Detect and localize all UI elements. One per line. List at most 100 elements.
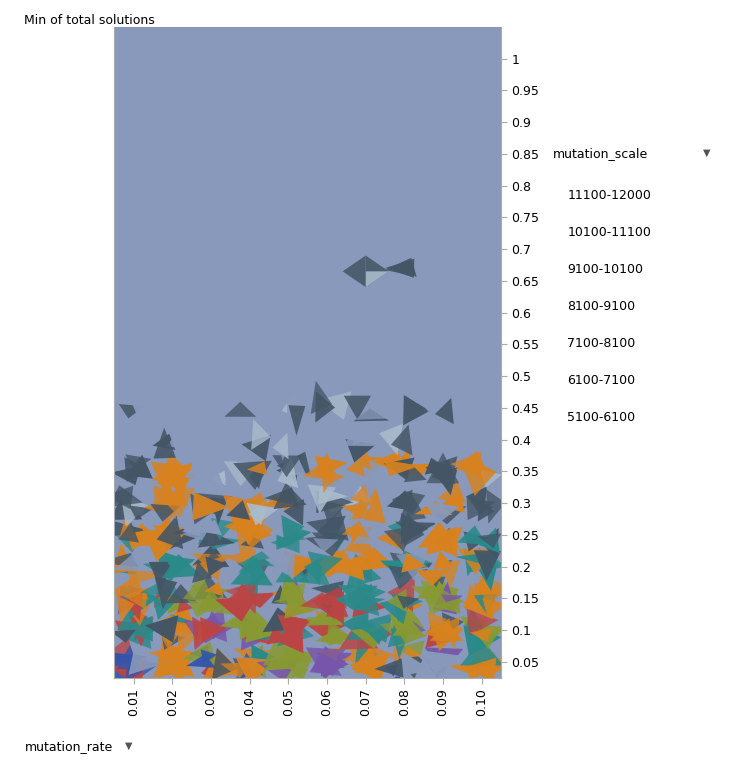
Polygon shape bbox=[316, 490, 354, 514]
Polygon shape bbox=[478, 499, 495, 521]
Polygon shape bbox=[457, 525, 487, 545]
Polygon shape bbox=[252, 625, 271, 641]
Polygon shape bbox=[198, 390, 233, 407]
Polygon shape bbox=[352, 524, 381, 544]
Polygon shape bbox=[424, 618, 455, 642]
Polygon shape bbox=[110, 658, 148, 687]
Polygon shape bbox=[427, 536, 459, 553]
Polygon shape bbox=[233, 460, 272, 490]
Polygon shape bbox=[207, 619, 226, 639]
Polygon shape bbox=[190, 645, 209, 661]
Polygon shape bbox=[212, 648, 238, 679]
Polygon shape bbox=[467, 496, 494, 520]
Polygon shape bbox=[192, 561, 212, 583]
Polygon shape bbox=[377, 526, 403, 551]
Polygon shape bbox=[192, 492, 228, 521]
Polygon shape bbox=[321, 498, 360, 513]
Polygon shape bbox=[315, 611, 340, 643]
Polygon shape bbox=[119, 404, 144, 418]
Polygon shape bbox=[98, 553, 139, 567]
Polygon shape bbox=[118, 586, 142, 614]
Polygon shape bbox=[124, 526, 157, 551]
Text: mutation_rate: mutation_rate bbox=[25, 740, 113, 752]
Polygon shape bbox=[204, 581, 223, 596]
Polygon shape bbox=[220, 608, 262, 631]
Text: 10100-11100: 10100-11100 bbox=[567, 226, 652, 239]
Polygon shape bbox=[450, 452, 481, 477]
Polygon shape bbox=[106, 576, 149, 600]
Polygon shape bbox=[276, 583, 306, 610]
Polygon shape bbox=[237, 584, 257, 614]
Polygon shape bbox=[343, 396, 371, 420]
Polygon shape bbox=[246, 517, 273, 550]
Polygon shape bbox=[234, 648, 272, 662]
Polygon shape bbox=[422, 555, 458, 578]
Polygon shape bbox=[249, 556, 268, 582]
Polygon shape bbox=[128, 641, 164, 675]
Polygon shape bbox=[307, 484, 336, 514]
Polygon shape bbox=[480, 576, 511, 607]
Polygon shape bbox=[127, 567, 164, 585]
Polygon shape bbox=[224, 402, 256, 417]
Polygon shape bbox=[276, 556, 310, 582]
Polygon shape bbox=[397, 550, 437, 574]
Polygon shape bbox=[198, 591, 224, 612]
Polygon shape bbox=[392, 490, 413, 514]
Polygon shape bbox=[158, 463, 192, 497]
Polygon shape bbox=[355, 637, 379, 666]
Polygon shape bbox=[424, 527, 457, 557]
Polygon shape bbox=[269, 521, 308, 544]
Polygon shape bbox=[192, 608, 227, 642]
Polygon shape bbox=[398, 598, 417, 614]
Polygon shape bbox=[267, 627, 304, 644]
Polygon shape bbox=[154, 588, 184, 608]
Polygon shape bbox=[464, 578, 497, 605]
Polygon shape bbox=[352, 411, 383, 445]
Polygon shape bbox=[231, 557, 273, 585]
Polygon shape bbox=[125, 653, 143, 681]
Polygon shape bbox=[287, 383, 318, 416]
Polygon shape bbox=[481, 528, 499, 561]
Polygon shape bbox=[315, 631, 346, 646]
Polygon shape bbox=[305, 615, 348, 646]
Polygon shape bbox=[158, 558, 179, 579]
Polygon shape bbox=[440, 490, 465, 513]
Polygon shape bbox=[163, 620, 188, 635]
Polygon shape bbox=[203, 648, 244, 679]
Polygon shape bbox=[429, 644, 461, 675]
Polygon shape bbox=[166, 404, 194, 428]
Polygon shape bbox=[224, 461, 261, 487]
Polygon shape bbox=[478, 533, 502, 548]
Text: ▼: ▼ bbox=[703, 149, 711, 158]
Polygon shape bbox=[356, 403, 397, 420]
Polygon shape bbox=[310, 651, 345, 672]
Polygon shape bbox=[284, 592, 319, 619]
Polygon shape bbox=[272, 455, 301, 477]
Polygon shape bbox=[460, 638, 503, 665]
Polygon shape bbox=[341, 609, 368, 641]
Polygon shape bbox=[124, 523, 164, 547]
Polygon shape bbox=[170, 485, 188, 508]
Polygon shape bbox=[418, 521, 459, 547]
Polygon shape bbox=[104, 637, 135, 665]
Polygon shape bbox=[251, 644, 274, 671]
Polygon shape bbox=[277, 613, 314, 647]
Polygon shape bbox=[194, 622, 234, 643]
Polygon shape bbox=[151, 405, 176, 422]
Polygon shape bbox=[338, 585, 378, 604]
Polygon shape bbox=[166, 432, 186, 448]
Polygon shape bbox=[115, 462, 143, 477]
Polygon shape bbox=[288, 405, 305, 436]
Polygon shape bbox=[432, 598, 461, 614]
Polygon shape bbox=[486, 489, 506, 524]
Polygon shape bbox=[394, 464, 435, 477]
Polygon shape bbox=[145, 615, 178, 643]
Polygon shape bbox=[392, 604, 425, 629]
Polygon shape bbox=[336, 585, 367, 617]
Polygon shape bbox=[162, 525, 185, 544]
Polygon shape bbox=[125, 454, 151, 473]
Polygon shape bbox=[321, 646, 349, 677]
Polygon shape bbox=[435, 644, 455, 673]
Polygon shape bbox=[474, 583, 502, 604]
Polygon shape bbox=[275, 437, 293, 460]
